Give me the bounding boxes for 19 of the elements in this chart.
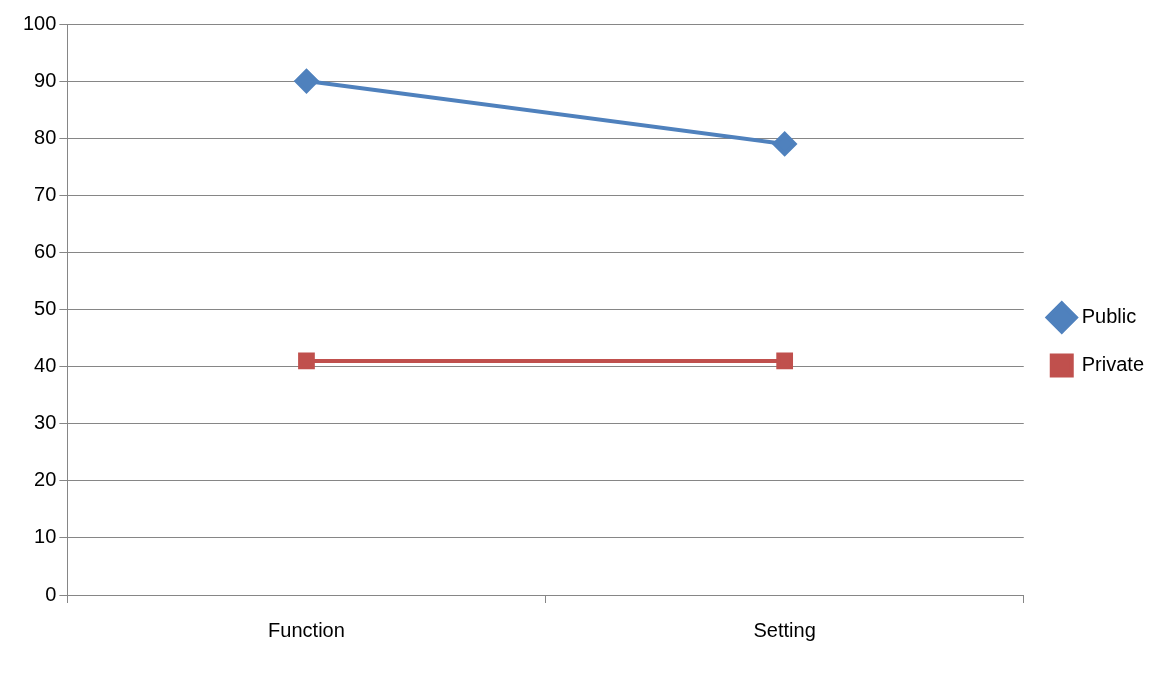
y-tick-label: 50 bbox=[34, 297, 57, 320]
point bbox=[294, 69, 319, 94]
x-tick-label: Function bbox=[268, 618, 345, 641]
legend-label: Public bbox=[1081, 305, 1137, 328]
legend-label: Private bbox=[1081, 353, 1144, 376]
y-tick-label: 30 bbox=[34, 411, 57, 434]
y-tick-label: 100 bbox=[22, 11, 57, 34]
y-tick-label: 60 bbox=[34, 239, 57, 262]
point bbox=[298, 352, 315, 370]
y-tick-label: 80 bbox=[34, 125, 57, 148]
point bbox=[772, 131, 797, 156]
y-tick-label: 20 bbox=[34, 468, 57, 491]
x-tick-label: Setting bbox=[753, 618, 816, 641]
y-tick-label: 90 bbox=[34, 68, 57, 91]
y-tick-label: 40 bbox=[34, 354, 57, 377]
y-tick-label: 70 bbox=[34, 182, 57, 205]
point bbox=[776, 352, 794, 370]
y-tick-label: 0 bbox=[45, 582, 57, 605]
y-tick-label: 10 bbox=[34, 525, 57, 548]
